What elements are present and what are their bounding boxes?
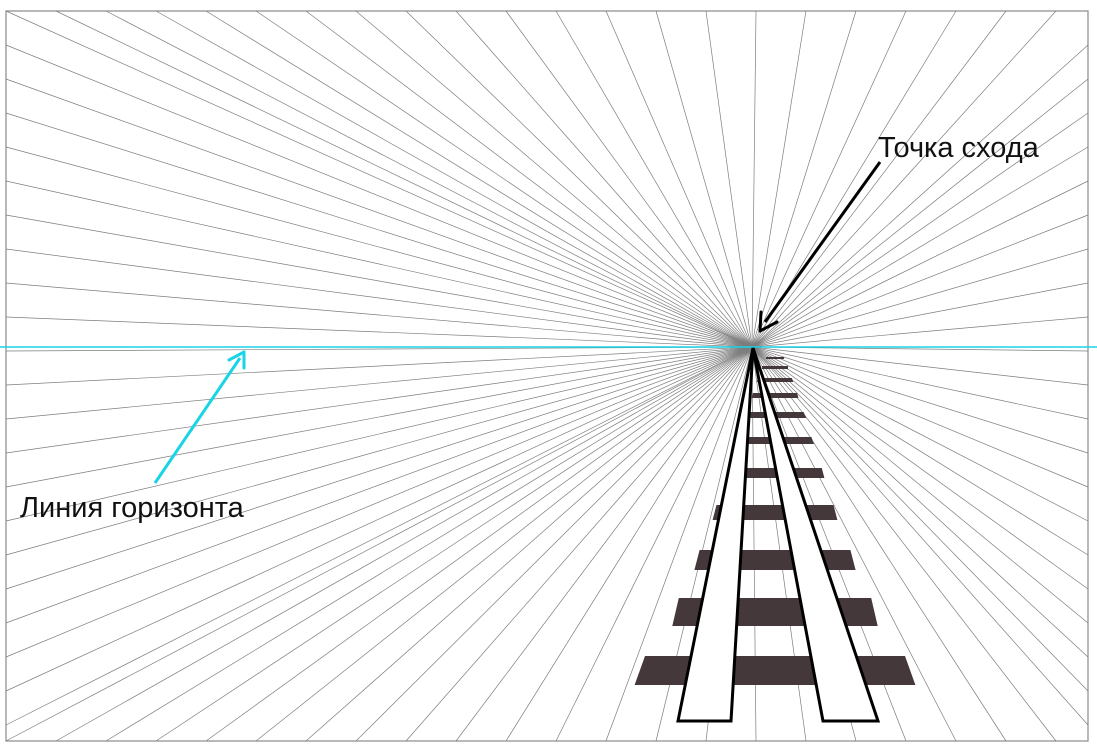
perspective-ray — [751, 346, 1089, 522]
frame — [5, 10, 1089, 742]
perspective-ray — [751, 78, 1089, 348]
sleeper — [634, 656, 916, 685]
vanishing-point-label: Точка схода — [878, 132, 1040, 164]
perspective-ray — [305, 10, 753, 348]
perspective-ray — [605, 346, 753, 742]
perspective-ray — [751, 346, 1089, 692]
sleeper — [756, 378, 794, 382]
sleeper — [765, 357, 785, 359]
perspective-ray — [5, 346, 753, 742]
perspective-ray — [751, 10, 1057, 348]
perspective-ray — [5, 346, 753, 386]
perspective-ray — [751, 346, 1089, 556]
perspective-ray — [255, 10, 753, 348]
perspective-ray — [751, 346, 1089, 624]
perspective-ray — [55, 10, 753, 348]
perspective-ray — [505, 346, 753, 742]
perspective-ray — [5, 112, 753, 348]
perspective-ray — [155, 10, 753, 348]
arrowhead-icon — [227, 350, 246, 370]
perspective-ray — [705, 10, 753, 348]
perspective-ray — [305, 346, 753, 742]
left-rail — [676, 347, 755, 723]
perspective-ray — [355, 10, 753, 348]
perspective-ray — [555, 346, 753, 742]
perspective-ray — [751, 346, 1089, 590]
perspective-ray — [751, 10, 907, 348]
sleeper — [751, 393, 799, 398]
perspective-ray — [5, 10, 753, 348]
perspective-ray — [5, 346, 753, 692]
perspective-ray — [105, 346, 753, 742]
perspective-ray — [751, 282, 1089, 348]
perspective-ray — [751, 112, 1089, 348]
perspective-ray — [751, 248, 1089, 348]
perspective-ray — [751, 346, 1089, 454]
perspective-ray — [5, 346, 753, 420]
perspective-ray — [55, 346, 753, 742]
perspective-ray — [5, 180, 753, 348]
perspective-ray — [751, 180, 1089, 348]
perspective-ray — [505, 10, 753, 348]
perspective-ray — [751, 316, 1089, 348]
perspective-ray — [405, 10, 753, 348]
perspective-ray — [751, 346, 1089, 420]
perspective-ray — [355, 346, 753, 742]
horizon-line-arrow — [153, 350, 246, 484]
perspective-ray — [5, 346, 753, 522]
sleeper — [762, 366, 788, 369]
perspective-ray — [5, 78, 753, 348]
vanishing-point-arrow — [758, 161, 882, 333]
perspective-ray — [405, 346, 753, 742]
horizon-line-label: Линия горизонта — [20, 492, 245, 524]
perspective-ray — [255, 346, 753, 742]
arrowhead-icon — [758, 310, 779, 333]
perspective-ray — [751, 346, 1089, 386]
perspective-ray — [751, 146, 1089, 348]
perspective-ray — [655, 10, 753, 348]
perspective-ray — [751, 214, 1089, 348]
perspective-rays — [5, 10, 1089, 742]
perspective-ray — [5, 44, 753, 348]
perspective-ray — [155, 346, 753, 742]
perspective-ray — [751, 346, 1089, 658]
perspective-ray — [751, 346, 1089, 726]
perspective-ray — [751, 346, 1089, 488]
perspective-ray — [5, 346, 753, 590]
perspective-ray — [5, 346, 753, 624]
perspective-ray — [605, 10, 753, 348]
perspective-ray — [751, 44, 1089, 348]
perspective-ray — [5, 346, 753, 658]
perspective-ray — [5, 346, 753, 454]
perspective-ray — [5, 214, 753, 348]
perspective-ray — [5, 316, 753, 348]
right-rail — [751, 347, 881, 723]
perspective-ray — [5, 146, 753, 348]
perspective-ray — [5, 346, 753, 726]
perspective-ray — [5, 346, 753, 488]
perspective-ray — [5, 248, 753, 348]
perspective-ray — [5, 346, 753, 556]
perspective-ray — [105, 10, 753, 348]
perspective-ray — [205, 346, 753, 742]
perspective-ray — [751, 10, 757, 348]
perspective-ray — [751, 10, 857, 348]
perspective-ray — [751, 10, 1007, 348]
perspective-ray — [455, 346, 753, 742]
perspective-ray — [751, 10, 807, 348]
perspective-ray — [205, 10, 753, 348]
perspective-ray — [555, 10, 753, 348]
perspective-ray — [5, 282, 753, 348]
perspective-ray — [455, 10, 753, 348]
